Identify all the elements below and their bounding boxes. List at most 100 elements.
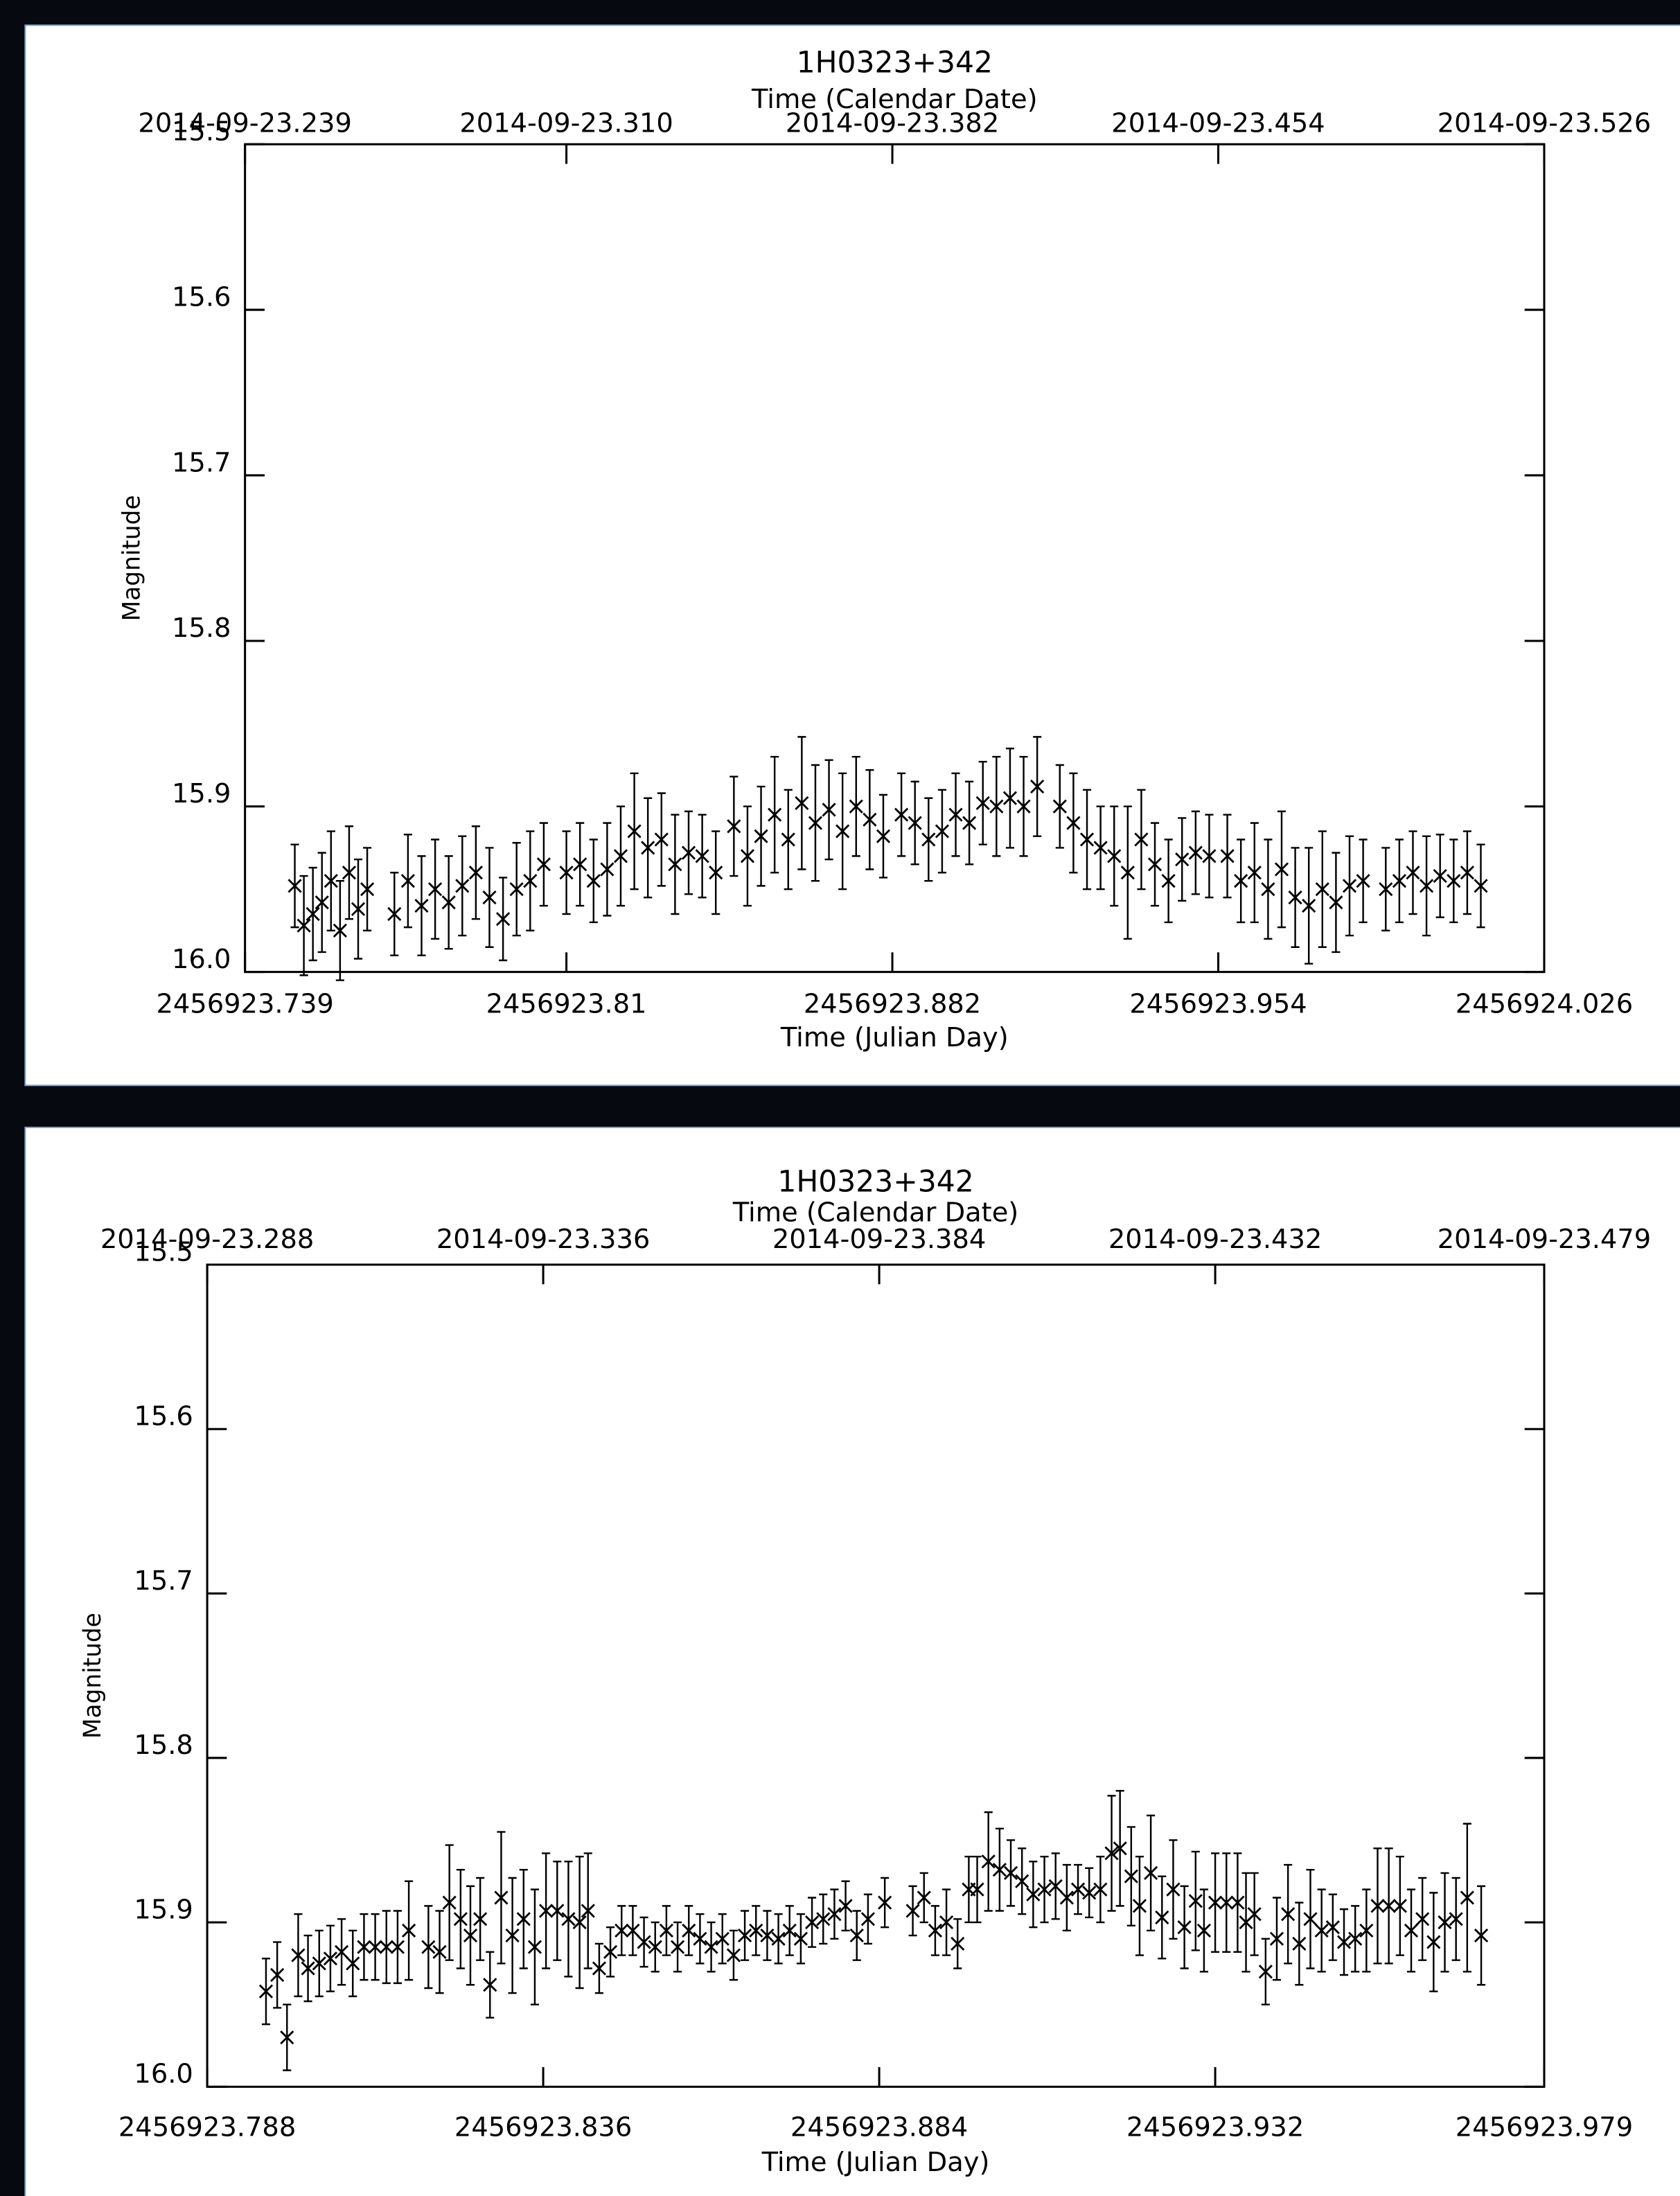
data-point	[981, 1854, 996, 1869]
x2-tick-label: 2014-09-23.432	[1108, 1224, 1322, 1255]
x-axis-label: Time (Julian Day)	[761, 2147, 990, 2178]
data-point	[539, 1904, 554, 1918]
data-point	[1134, 832, 1149, 847]
data-point	[463, 1928, 478, 1943]
x2-axis-label: Time (Calendar Date)	[732, 1197, 1019, 1229]
data-point	[1120, 866, 1135, 880]
data-point	[288, 879, 302, 893]
data-point	[654, 832, 669, 847]
data-point	[704, 1940, 718, 1954]
data-point	[1392, 1899, 1407, 1913]
y-tick-label: 15.5	[134, 1236, 193, 1267]
data-point	[1070, 1882, 1086, 1897]
data-point	[1052, 799, 1067, 814]
data-point	[962, 816, 977, 830]
data-point	[771, 1931, 786, 1946]
x-tick-label: 2456923.932	[1126, 2111, 1304, 2143]
data-point	[849, 799, 863, 814]
data-point	[1166, 1882, 1181, 1897]
data-point	[1447, 874, 1461, 888]
data-point	[258, 1984, 274, 1999]
data-point	[827, 1907, 842, 1922]
data-point	[324, 874, 338, 888]
data-point	[453, 1912, 468, 1926]
x-tick-label: 2456923.836	[454, 2111, 632, 2143]
data-point	[346, 1956, 360, 1971]
data-point	[468, 866, 483, 880]
data-point	[614, 1923, 629, 1938]
data-point	[432, 1944, 447, 1959]
data-point	[351, 902, 366, 916]
data-point	[1124, 1869, 1138, 1883]
data-point	[1113, 1841, 1127, 1856]
data-point	[1003, 1865, 1018, 1881]
data-point	[387, 906, 402, 922]
data-point	[1342, 879, 1357, 893]
data-point	[1219, 1895, 1234, 1910]
data-point	[670, 1940, 685, 1954]
data-point	[838, 1899, 853, 1913]
data-point	[1356, 874, 1370, 888]
y-tick-label: 15.8	[172, 613, 231, 644]
panel	[24, 24, 1680, 1087]
data-point	[795, 796, 809, 811]
data-point	[1258, 1965, 1273, 1979]
data-point	[1188, 845, 1203, 860]
data-point	[1302, 898, 1316, 913]
y-tick-label: 15.6	[134, 1401, 193, 1432]
data-point	[727, 819, 741, 834]
x2-tick-label: 2014-09-23.384	[772, 1224, 986, 1255]
panel	[24, 1126, 1680, 2196]
x-tick-label: 2456923.954	[1129, 989, 1307, 1020]
data-point	[894, 807, 909, 822]
data-point	[1370, 1899, 1385, 1913]
data-point	[921, 832, 936, 847]
data-point	[561, 1912, 576, 1926]
data-point	[1155, 1910, 1169, 1925]
data-point	[1474, 879, 1488, 893]
data-point	[970, 1882, 984, 1897]
data-point	[1220, 849, 1235, 863]
data-point	[1177, 1920, 1192, 1935]
data-point	[781, 832, 795, 847]
data-point	[863, 812, 877, 827]
data-point	[1381, 1899, 1396, 1913]
data-point	[860, 1912, 876, 1926]
x-tick-label: 2456923.81	[486, 989, 647, 1020]
data-point	[917, 1890, 931, 1905]
data-point	[496, 912, 511, 926]
data-point	[709, 866, 723, 880]
data-point	[1269, 1931, 1284, 1946]
data-point	[1079, 832, 1095, 847]
x-tick-label: 2456923.788	[118, 2111, 296, 2143]
data-point	[1438, 1915, 1452, 1930]
data-point	[1433, 868, 1447, 884]
data-point	[442, 1895, 457, 1910]
data-point	[1314, 1923, 1329, 1938]
y-tick-label: 15.7	[172, 447, 231, 478]
data-point	[421, 1940, 436, 1954]
data-point	[816, 1912, 831, 1926]
x2-tick-label: 2014-09-23.310	[459, 107, 673, 139]
data-point	[726, 1948, 741, 1962]
data-point	[270, 1967, 285, 1983]
data-point	[1415, 1912, 1430, 1926]
data-point	[1406, 866, 1420, 880]
data-point	[975, 796, 990, 811]
data-point	[637, 1935, 651, 1949]
data-point	[581, 1904, 595, 1918]
data-point	[390, 1940, 405, 1954]
data-point	[768, 807, 782, 822]
data-point	[808, 816, 823, 830]
data-point	[559, 866, 574, 880]
x-tick-label: 2456923.739	[156, 989, 333, 1020]
data-point	[494, 1890, 509, 1905]
data-point	[312, 1956, 326, 1971]
data-point	[334, 1944, 349, 1959]
data-point	[754, 829, 768, 843]
data-point	[592, 1961, 607, 1976]
data-point	[1288, 890, 1302, 905]
data-point	[749, 1923, 763, 1938]
x-tick-label: 2456923.884	[790, 2111, 968, 2143]
data-point	[1292, 1936, 1307, 1951]
